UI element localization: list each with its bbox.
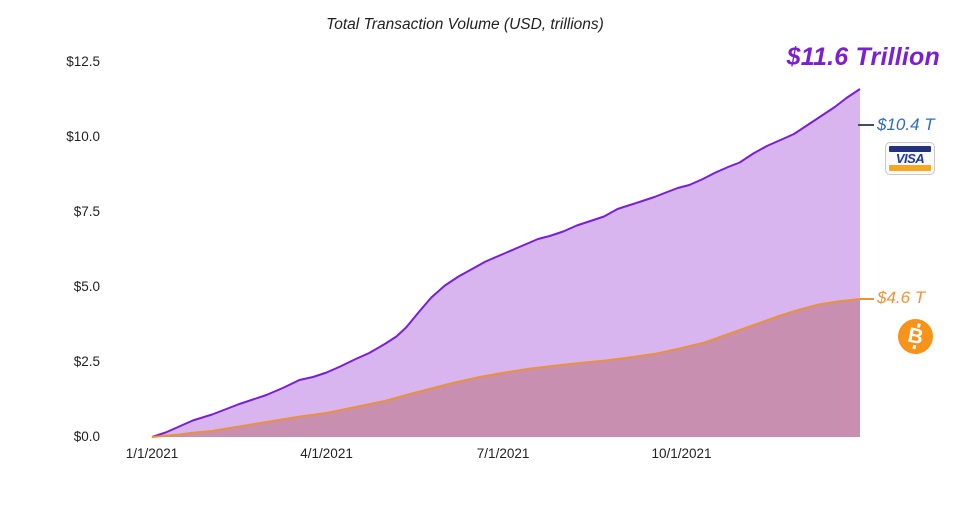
visa-value-annotation: $10.4 T: [877, 115, 935, 134]
y-tick-label: $2.5: [73, 354, 100, 369]
y-tick-label: $0.0: [73, 429, 100, 444]
x-tick-label: 1/1/2021: [125, 446, 179, 461]
visa-wordmark: VISA: [895, 151, 925, 166]
total-value-annotation: $11.6 Trillion: [786, 43, 940, 71]
bitcoin-serif-bottom: [912, 344, 917, 350]
y-tick-label: $10.0: [66, 129, 100, 144]
bitcoin-value-annotation: $4.6 T: [877, 288, 926, 307]
x-tick-label: 7/1/2021: [476, 446, 530, 461]
chart-title: Total Transaction Volume (USD, trillions…: [326, 16, 604, 33]
bitcoin_cumulative_volume_orange-area: [152, 299, 860, 437]
y-tick-label: $5.0: [73, 279, 100, 294]
bitcoin-serif-top: [916, 323, 921, 328]
visa-logo: VISA: [885, 142, 935, 175]
bitcoin_cumulative_volume_orange-line: [151, 298, 874, 438]
visa-card-navy-stripe: [889, 146, 931, 152]
total_cumulative_volume_purple-line: [151, 88, 861, 438]
y-tick-label: $12.5: [66, 54, 100, 69]
bitcoin-b-glyph: B: [905, 323, 926, 350]
y-tick-label: $7.5: [73, 204, 100, 219]
x-tick-label: 4/1/2021: [300, 446, 353, 461]
visa-card-gold-stripe: [889, 165, 931, 171]
x-tick-label: 10/1/2021: [651, 446, 712, 461]
